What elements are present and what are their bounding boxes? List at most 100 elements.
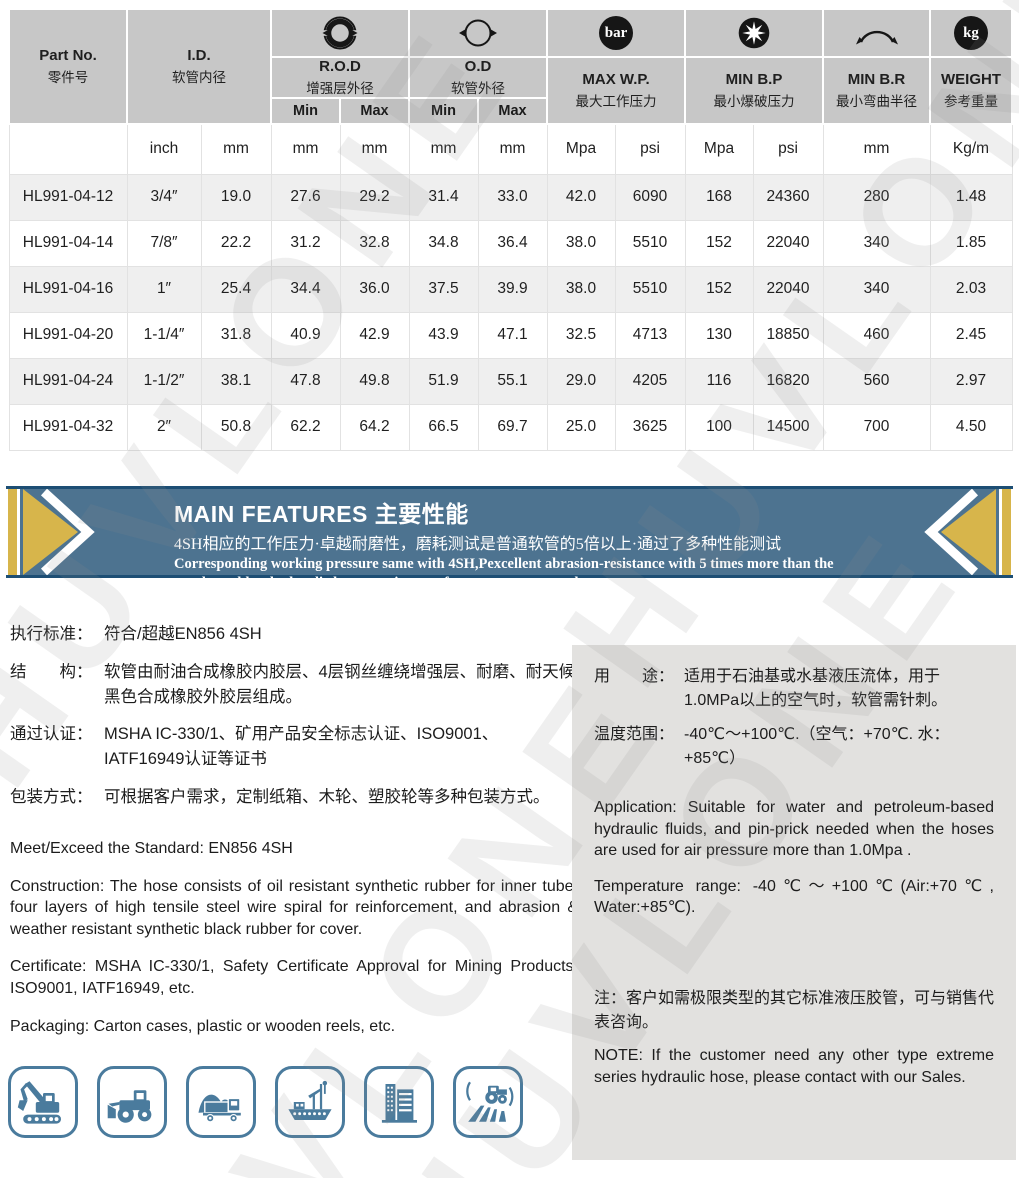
table-cell: HL991-04-16 [8,265,128,313]
spec-value: -40℃～+100℃.（空气：+70℃. 水：+85℃） [684,726,950,767]
table-row: HL991-04-14 7/8″ 22.2 31.2 32.8 34.8 36.… [8,219,1013,267]
table-cell: 25.0 [546,403,616,451]
header-minbp-en: MIN B.P [725,71,783,88]
table-cell: 22040 [752,219,824,267]
table-cell: mm [822,123,931,175]
header-minbr-en: MIN B.R [847,71,906,88]
table-row: HL991-04-32 2″ 50.8 62.2 64.2 66.5 69.7 … [8,403,1013,451]
table-cell: 1-1/4″ [126,311,202,359]
header-id-en: I.D. [187,47,211,64]
bar-badge-icon: bar [599,16,633,50]
table-cell: 38.0 [546,219,616,267]
header-rod: R.O.D 增强层外径 [270,56,410,99]
spec-value: MSHA IC-330/1、矿用产品安全标志认证、ISO9001、IATF169… [104,725,499,768]
header-maxwp: MAX W.P. 最大工作压力 [546,56,686,125]
table-cell: HL991-04-32 [8,403,128,451]
table-cell: 1.85 [929,219,1013,267]
table-cell: Kg/m [929,123,1013,175]
industry-icons-row [8,1066,523,1138]
table-cell: 69.7 [477,403,548,451]
table-cell: 460 [822,311,931,359]
spec-paragraph: Certificate: MSHA IC-330/1, Safety Certi… [10,958,578,997]
banner-subtitle-en: Corresponding working pressure same with… [174,556,834,591]
table-row: HL991-04-16 1″ 25.4 34.4 36.0 37.5 39.9 … [8,265,1013,313]
header-rod-min: Min [270,97,341,125]
header-bend-icon-cell [822,8,931,58]
header-od-zh: 软管外径 [451,81,505,96]
reinforcement-ring-icon [321,16,359,50]
table-row: HL991-04-20 1-1/4″ 31.8 40.9 42.9 43.9 4… [8,311,1013,359]
spec-label: 执行标准： [10,625,93,643]
table-cell: 3/4″ [126,173,202,221]
list-item: 用 途： 适用于石油基或水基液压流体，用于1.0MPa以上的空气时，软管需针刺。 [594,665,994,713]
table-cell: 130 [684,311,754,359]
header-id: I.D. 软管内径 [126,8,272,125]
table-cell: 5510 [614,219,686,267]
table-cell: 31.4 [408,173,479,221]
table-cell: 116 [684,357,754,405]
specs-zh-section: 执行标准： 符合/超越EN856 4SH 结 构： 软管由耐油合成橡胶内胶层、4… [10,622,578,823]
spec-label: 包装方式： [10,787,93,806]
table-cell: 34.4 [270,265,341,313]
tractor-field-icon [453,1066,523,1138]
building-icon [364,1066,434,1138]
table-cell: 4.50 [929,403,1013,451]
table-cell: 14500 [752,403,824,451]
table-cell: mm [339,123,410,175]
header-part-no-zh: 零件号 [47,70,89,85]
ship-icon [275,1066,345,1138]
table-cell: psi [614,123,686,175]
header-icon-row: Part No. 零件号 I.D. 软管内径 [8,8,1013,125]
table-cell: 280 [822,173,931,221]
table-cell: psi [752,123,824,175]
spec-value: 适用于石油基或水基液压流体，用于1.0MPa以上的空气时，软管需针刺。 [684,668,948,709]
table-cell: Mpa [546,123,616,175]
table-cell: 6090 [614,173,686,221]
table-cell: 22040 [752,265,824,313]
table-cell: 49.8 [339,357,410,405]
kg-badge-icon: kg [954,16,988,50]
header-maxwp-zh: 最大工作压力 [575,94,657,109]
wheel-loader-icon [97,1066,167,1138]
table-cell: 37.5 [408,265,479,313]
table-cell: 152 [684,265,754,313]
specs-en-section: Meet/Exceed the Standard: EN856 4SH Cons… [10,838,578,1053]
table-cell: 560 [822,357,931,405]
list-item: 温度范围： -40℃～+100℃.（空气：+70℃. 水：+85℃） [594,723,994,771]
table-cell: 700 [822,403,931,451]
header-maxwp-en: MAX W.P. [582,71,650,88]
table-cell: Mpa [684,123,754,175]
table-cell: 2.03 [929,265,1013,313]
header-minbp-zh: 最小爆破压力 [713,94,795,109]
table-cell: mm [200,123,272,175]
header-id-zh: 软管内径 [172,70,226,85]
table-cell: 51.9 [408,357,479,405]
table-row: HL991-04-12 3/4″ 19.0 27.6 29.2 31.4 33.… [8,173,1013,221]
spec-paragraph: Construction: The hose consists of oil r… [10,877,578,938]
table-cell: 22.2 [200,219,272,267]
banner-left-chevron-icon [6,488,136,576]
header-label-row: R.O.D 增强层外径 O.D 软管外径 MAX W.P. 最大工作压力 MIN… [9,56,1013,125]
spec-value: 可根据客户需求，定制纸箱、木轮、塑胶轮等多种包装方式。 [104,787,550,806]
spec-label: 用 途： [594,668,675,685]
table-cell: 340 [822,219,931,267]
table-cell: 25.4 [200,265,272,313]
table-cell: 4713 [614,311,686,359]
header-od-en: O.D [464,58,492,75]
table-cell: 5510 [614,265,686,313]
banner-title: MAIN FEATURES 主要性能 [174,501,469,527]
table-cell: 33.0 [477,173,548,221]
spec-paragraph: Packaging: Carton cases, plastic or wood… [10,1017,396,1035]
header-od-max: Max [477,97,548,125]
table-cell: 38.0 [546,265,616,313]
table-cell: 64.2 [339,403,410,451]
header-minbp: MIN B.P 最小爆破压力 [684,56,824,125]
table-cell: HL991-04-24 [8,357,128,405]
table-cell: 43.9 [408,311,479,359]
table-cell: 29.0 [546,357,616,405]
table-cell: 168 [684,173,754,221]
table-cell: 50.8 [200,403,272,451]
table-cell: 16820 [752,357,824,405]
bend-radius-arc-icon [855,30,898,45]
